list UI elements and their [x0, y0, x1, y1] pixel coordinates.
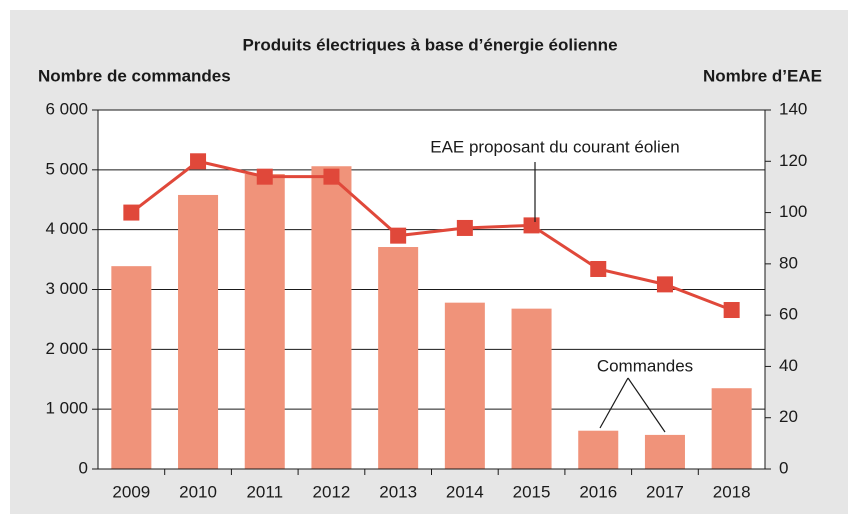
x-tick-label: 2009	[112, 482, 150, 501]
y2-axis-label: Nombre d’EAE	[703, 66, 822, 85]
y2-tick-label: 0	[779, 458, 788, 477]
bar	[644, 434, 685, 469]
bar	[711, 388, 752, 469]
x-tick-label: 2012	[313, 482, 351, 501]
x-tick-label: 2016	[579, 482, 617, 501]
bar	[578, 430, 619, 469]
y-tick-label: 5 000	[45, 159, 88, 178]
y2-tick-label: 60	[779, 305, 798, 324]
line	[130, 159, 733, 312]
bar	[244, 174, 285, 469]
y2-tick-label: 100	[779, 202, 807, 221]
y2-tick-label: 120	[779, 151, 807, 170]
marker	[523, 217, 540, 234]
marker	[390, 227, 407, 244]
x-tick-label: 2013	[379, 482, 417, 501]
bar	[444, 302, 485, 469]
x-tick-label: 2011	[246, 482, 283, 501]
annotation-leader	[599, 377, 629, 429]
y-tick-label: 2 000	[45, 339, 88, 358]
marker	[123, 204, 140, 221]
marker	[590, 260, 607, 277]
x-tick-label: 2010	[179, 482, 217, 501]
x-tick-label: 2015	[513, 482, 551, 501]
y-tick-label: 6 000	[45, 99, 88, 118]
line-series-label: EAE proposant du courant éolien	[430, 137, 680, 156]
marker	[456, 219, 473, 236]
bar	[378, 247, 419, 469]
plot: 0 1 000 2 000 3 000 4 000 5 000 6 000 0 20 40 60 80…	[45, 99, 807, 501]
annotation-leader	[627, 377, 666, 433]
y-tick-label: 0	[79, 458, 88, 477]
y-axis-label: Nombre de commandes	[38, 66, 231, 85]
y2-tick-label: 80	[779, 253, 798, 272]
y-tick-label: 4 000	[45, 219, 88, 238]
bar	[511, 308, 552, 469]
marker	[723, 302, 740, 319]
chart-title: Produits électriques à base d’énergie éo…	[242, 35, 617, 54]
marker	[656, 276, 673, 293]
bar	[311, 166, 352, 469]
marker	[190, 153, 207, 170]
y2-tick-label: 20	[779, 407, 798, 426]
bar-series-label: Commandes	[597, 356, 693, 375]
x-tick-label: 2018	[713, 482, 751, 501]
marker	[256, 168, 273, 185]
y2-tick-label: 140	[779, 99, 807, 118]
y-tick-label: 3 000	[45, 279, 88, 298]
marker	[323, 168, 340, 185]
x-tick-label: 2017	[646, 482, 684, 501]
y-tick-label: 1 000	[45, 399, 88, 418]
bar	[111, 266, 152, 469]
y2-tick-label: 40	[779, 356, 798, 375]
bar	[178, 194, 219, 470]
x-tick-label: 2014	[446, 482, 484, 501]
